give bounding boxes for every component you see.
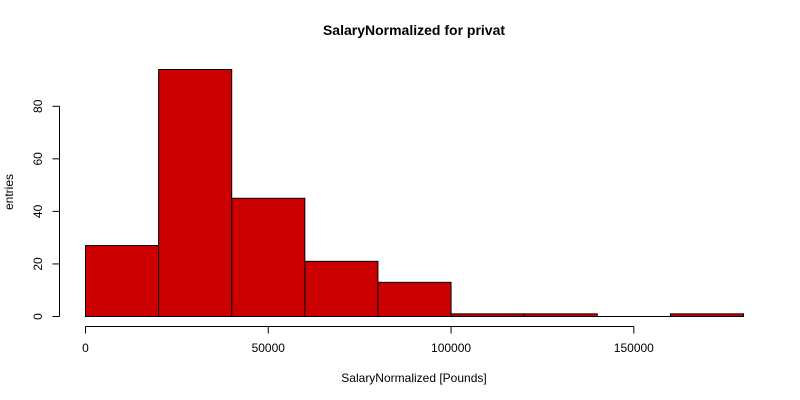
histogram-bar [450, 313, 525, 318]
y-tick-label: 0 [31, 313, 45, 320]
histogram-bar [669, 313, 745, 318]
y-tick-label: 40 [31, 204, 45, 218]
x-axis: 0 50000 100000 150000 [82, 326, 654, 355]
histogram-bar [377, 281, 452, 317]
histogram-bar [231, 197, 306, 318]
chart-title: SalaryNormalized for privat [323, 22, 505, 38]
y-tick-label: 20 [31, 257, 45, 271]
x-tick-label: 150000 [614, 341, 654, 355]
x-tick-label: 50000 [252, 341, 286, 355]
y-tick-label: 60 [31, 152, 45, 166]
y-tick-label: 80 [31, 99, 45, 113]
y-axis-label: entries [2, 174, 16, 210]
histogram-bar [85, 245, 160, 317]
x-tick-label: 100000 [431, 341, 471, 355]
y-axis: 0 20 40 60 80 [31, 99, 60, 320]
histogram-bar [523, 313, 598, 318]
histogram-bar [304, 260, 379, 318]
bars-group [85, 69, 745, 318]
x-axis-label: SalaryNormalized [Pounds] [341, 371, 486, 385]
x-tick-label: 0 [82, 341, 89, 355]
histogram-bar [158, 69, 233, 317]
